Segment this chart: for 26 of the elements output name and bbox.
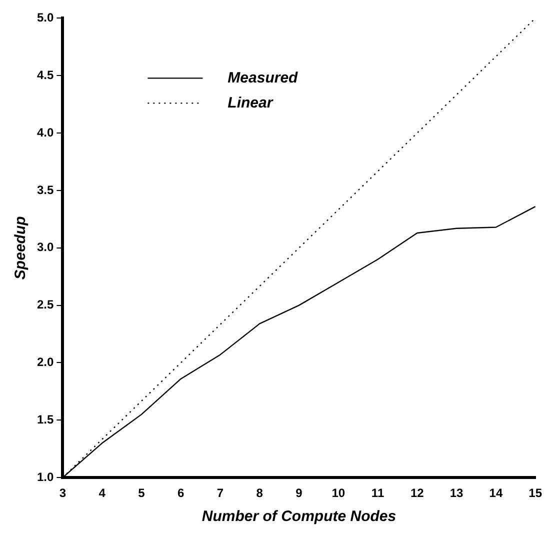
x-tick-label: 12	[410, 486, 424, 500]
x-tick-label: 10	[332, 486, 346, 500]
y-tick-label: 3.0	[36, 240, 54, 254]
x-tick-label: 8	[256, 486, 264, 500]
x-tick-label: 13	[450, 486, 464, 500]
x-tick-label: 15	[528, 486, 542, 500]
y-tick-label: 1.0	[36, 470, 54, 484]
x-tick-label: 4	[98, 486, 106, 500]
legend-label: Linear	[228, 94, 274, 112]
x-tick-label: 5	[138, 486, 146, 500]
y-tick-label: 5.0	[36, 10, 54, 25]
y-tick-label: 4.5	[36, 68, 54, 82]
y-tick-label: 3.5	[36, 182, 54, 197]
x-tick-label: 7	[216, 486, 224, 500]
x-tick-label: 9	[296, 486, 303, 500]
x-tick-label: 6	[178, 486, 184, 500]
y-tick-label: 2.5	[36, 298, 54, 312]
x-tick-label: 11	[371, 486, 384, 500]
x-tick-label: 14	[489, 486, 503, 500]
y-axis-title: Speedup	[12, 216, 30, 280]
x-tick-label: 3	[59, 486, 66, 500]
x-axis-title: Number of Compute Nodes	[202, 508, 396, 526]
y-tick-label: 1.5	[36, 412, 54, 426]
y-tick-label: 4.0	[36, 125, 54, 140]
y-tick-label: 2.0	[36, 355, 54, 370]
legend-label: Measured	[228, 69, 299, 86]
